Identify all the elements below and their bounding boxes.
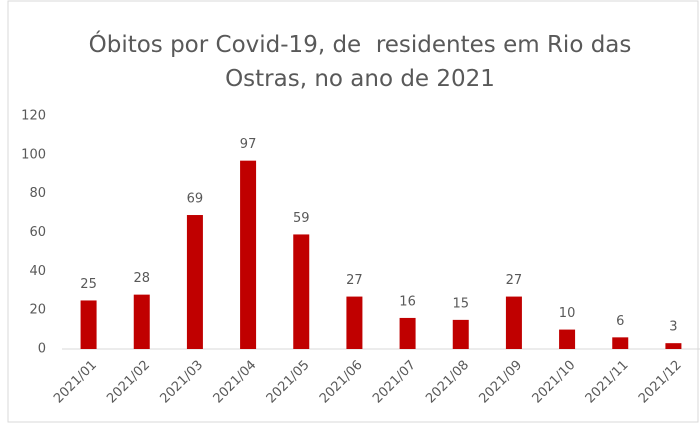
chart-border	[7, 0, 699, 423]
x-tick-label: 2021/01	[51, 358, 100, 407]
x-tick-label: 2021/08	[423, 358, 472, 407]
y-tick-label: 40	[29, 264, 46, 279]
x-tick-label: 2021/05	[264, 358, 313, 407]
y-tick-label: 120	[21, 109, 46, 124]
y-tick-label: 60	[29, 225, 46, 240]
chart-title: Óbitos por Covid-19, de residentes em Ri…	[88, 32, 639, 92]
x-tick-label: 2021/02	[104, 358, 153, 407]
x-tick-label: 2021/03	[157, 358, 206, 407]
x-tick-label: 2021/09	[476, 358, 525, 407]
bar	[293, 234, 310, 349]
bar	[399, 317, 416, 349]
y-tick-label: 20	[29, 303, 46, 318]
bar	[346, 296, 363, 349]
data-label: 6	[616, 314, 624, 329]
bar	[612, 337, 629, 349]
y-tick-label: 100	[21, 147, 46, 162]
data-label: 27	[346, 273, 363, 288]
bar	[665, 343, 682, 349]
data-label: 27	[506, 273, 523, 288]
y-tick-label: 80	[29, 186, 46, 201]
data-label: 97	[240, 137, 257, 152]
x-tick-label: 2021/11	[583, 358, 632, 407]
data-label: 69	[187, 192, 204, 207]
bar	[186, 215, 203, 349]
bar	[133, 294, 150, 349]
x-tick-label: 2021/04	[211, 358, 260, 407]
x-tick-label: 2021/10	[530, 358, 579, 407]
data-label: 16	[399, 294, 416, 309]
data-label: 15	[452, 296, 469, 311]
data-label: 28	[133, 271, 150, 286]
x-tick-label: 2021/12	[636, 358, 685, 407]
x-tick-label: 2021/06	[317, 358, 366, 407]
data-label: 25	[80, 277, 97, 292]
y-tick-label: 0	[38, 342, 46, 357]
bar	[505, 296, 522, 349]
data-label: 3	[669, 320, 677, 335]
bar	[240, 160, 257, 349]
data-label: 10	[559, 306, 576, 321]
x-tick-label: 2021/07	[370, 358, 419, 407]
bar	[452, 319, 469, 349]
data-label: 59	[293, 211, 310, 226]
bar	[80, 300, 97, 349]
bar	[559, 329, 576, 349]
